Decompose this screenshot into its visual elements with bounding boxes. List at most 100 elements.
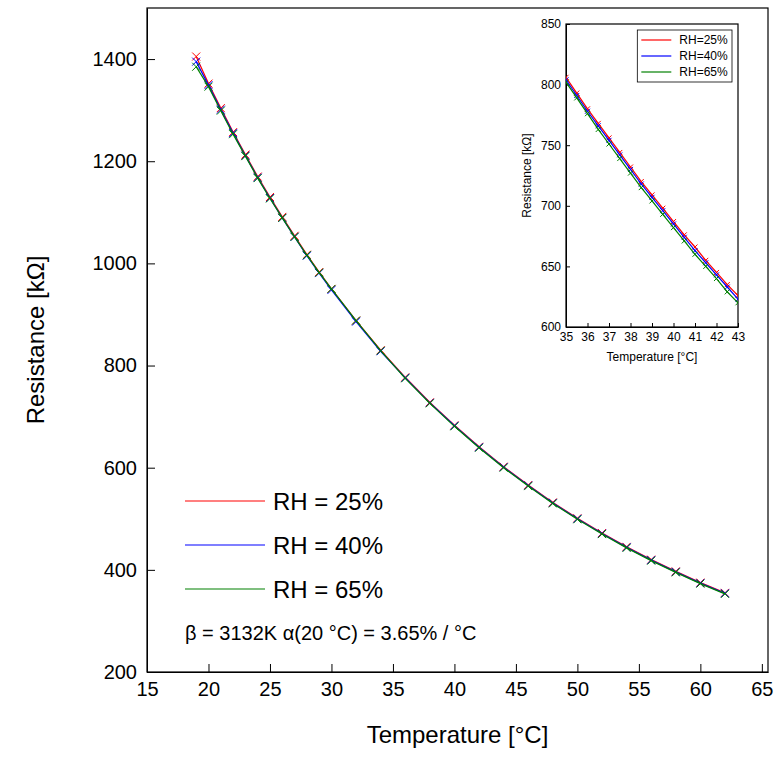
y-tick-mark xyxy=(566,24,570,25)
x-tick: 30 xyxy=(321,664,343,700)
y-tick-mark xyxy=(147,263,155,264)
legend-block: RH=25% RH=40% RH=65% xyxy=(637,30,732,82)
x-tick-mark xyxy=(577,664,578,672)
y-tick: 800 xyxy=(104,354,155,376)
series-line xyxy=(566,77,738,295)
series-1 xyxy=(566,77,738,301)
x-tick-mark xyxy=(639,664,640,672)
x-tick-mark xyxy=(331,664,332,672)
legend-entry: RH = 65% xyxy=(185,576,383,603)
marker xyxy=(303,251,311,259)
marker xyxy=(278,214,286,222)
marker xyxy=(573,515,581,523)
x-tick-label: 40 xyxy=(667,330,681,344)
marker xyxy=(721,589,729,597)
x-tick-mark xyxy=(700,664,701,672)
marker xyxy=(229,130,237,138)
x-tick-label: 36 xyxy=(581,330,595,344)
y-tick-mark xyxy=(147,468,155,469)
y-tick-mark xyxy=(147,672,155,673)
marker xyxy=(693,252,698,257)
legend-swatch xyxy=(185,500,265,501)
x-tick: 43 xyxy=(732,323,746,344)
marker xyxy=(450,422,458,430)
marker xyxy=(628,171,633,176)
legend-entry: RH=40% xyxy=(641,49,728,63)
marker xyxy=(736,300,739,305)
marker xyxy=(660,212,665,217)
marker xyxy=(573,515,581,523)
x-axis-line xyxy=(567,327,739,328)
marker xyxy=(607,141,612,146)
x-tick-mark xyxy=(652,323,653,327)
x-tick-mark xyxy=(588,323,589,327)
x-tick-mark xyxy=(454,664,455,672)
x-tick-label: 25 xyxy=(259,678,281,700)
marker xyxy=(647,556,655,564)
marker xyxy=(401,374,409,382)
marker xyxy=(598,530,606,538)
y-tick-label: 1400 xyxy=(93,48,138,70)
legend-label: RH=25% xyxy=(679,33,728,47)
series-0 xyxy=(566,75,738,298)
marker xyxy=(574,95,579,100)
marker xyxy=(596,127,601,132)
y-tick-label: 700 xyxy=(541,199,561,213)
marker xyxy=(291,233,299,241)
marker xyxy=(623,543,631,551)
marker xyxy=(721,590,729,598)
x-tick: 55 xyxy=(628,664,650,700)
marker xyxy=(647,557,655,565)
x-tick-mark xyxy=(762,664,763,672)
marker xyxy=(241,152,249,160)
x-tick-label: 15 xyxy=(136,678,158,700)
inset-background xyxy=(504,18,746,371)
x-tick: 42 xyxy=(710,323,724,344)
y-tick-label: 1000 xyxy=(93,252,138,274)
y-tick-label: 750 xyxy=(541,139,561,153)
y-tick: 750 xyxy=(541,139,570,153)
marker xyxy=(377,346,385,354)
marker xyxy=(204,83,212,91)
marker xyxy=(303,252,311,260)
x-tick: 25 xyxy=(259,664,281,700)
marker xyxy=(703,264,708,269)
x-tick-label: 45 xyxy=(505,678,527,700)
series-line xyxy=(566,80,738,299)
legend-entry: RH=65% xyxy=(641,65,728,79)
marker xyxy=(327,285,335,293)
y-tick: 1000 xyxy=(93,252,156,274)
y-tick-mark xyxy=(566,266,570,267)
marker xyxy=(696,580,704,588)
y-tick-label: 850 xyxy=(541,17,561,31)
series-line xyxy=(566,82,738,303)
x-tick-mark xyxy=(208,664,209,672)
marker xyxy=(426,398,434,406)
marker xyxy=(192,63,200,71)
y-tick-label: 800 xyxy=(541,78,561,92)
x-tick: 36 xyxy=(581,323,595,344)
y-tick: 700 xyxy=(541,199,570,213)
marker xyxy=(617,156,622,161)
x-tick: 35 xyxy=(382,664,404,700)
x-tick-label: 65 xyxy=(751,678,773,700)
y-axis-title: Resistance [kΩ] xyxy=(22,256,49,425)
marker xyxy=(426,399,434,407)
chart-canvas: 1520253035404550556065200400600800100012… xyxy=(0,0,780,760)
marker xyxy=(401,374,409,382)
marker xyxy=(714,276,719,281)
y-axis: 200400600800100012001400 xyxy=(93,9,156,683)
marker xyxy=(475,443,483,451)
marker xyxy=(426,399,434,407)
y-tick-label: 650 xyxy=(541,260,561,274)
legend-label: RH = 40% xyxy=(273,532,383,559)
x-axis-title: Temperature [°C] xyxy=(607,350,698,364)
y-tick: 200 xyxy=(104,661,155,683)
x-tick: 65 xyxy=(751,664,773,700)
y-tick: 400 xyxy=(104,559,155,581)
marker xyxy=(500,464,508,472)
legend-entry: RH = 40% xyxy=(185,532,383,559)
x-tick: 20 xyxy=(198,664,220,700)
marker xyxy=(549,499,557,507)
marker xyxy=(524,482,532,490)
